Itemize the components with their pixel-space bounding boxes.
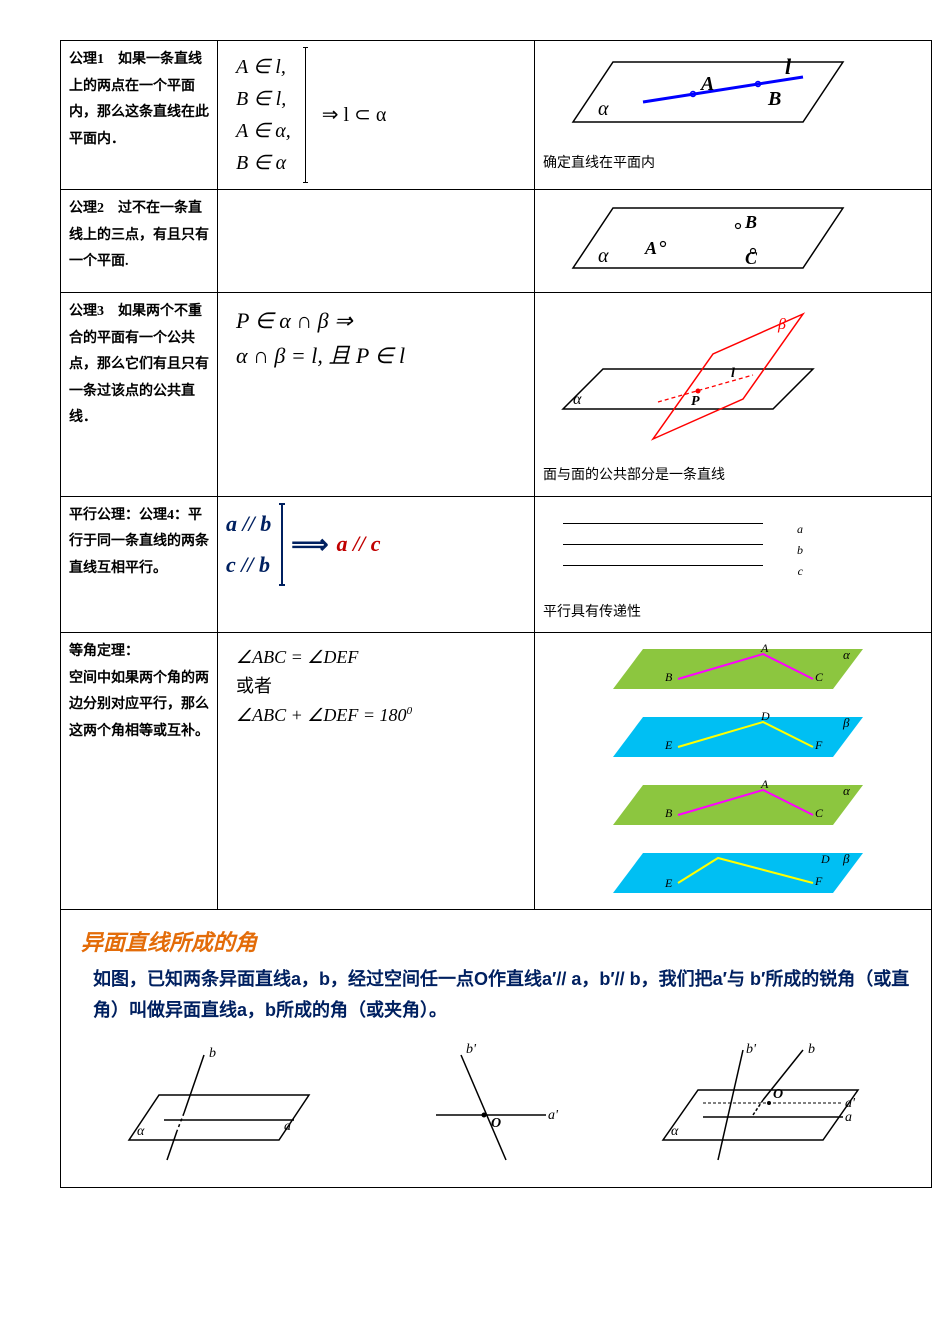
svg-text:B: B — [665, 670, 673, 684]
svg-text:α: α — [573, 391, 582, 408]
equal-angle-diagram: B A C α E D F β B A — [535, 633, 932, 910]
axiom2-diagram: A B C α — [535, 190, 932, 293]
axiom1-diagram: A B l α 确定直线在平面内 — [535, 41, 932, 190]
svg-text:β: β — [777, 316, 786, 333]
math-item: B ∈ α — [236, 147, 291, 179]
equal-angle-title: 等角定理： 空间中如果两个角的两边分别对应平行，那么这两个角相等或互补。 — [61, 633, 218, 910]
axiom2-math — [218, 190, 535, 293]
svg-text:D: D — [820, 852, 830, 866]
svg-text:F: F — [814, 874, 823, 888]
svg-text:A: A — [699, 73, 714, 95]
skew-body: 如图，已知两条异面直线a，b，经过空间任一点O作直线a′// a，b′// b，… — [93, 964, 911, 1025]
math-l1: P ∈ α ∩ β ⇒ — [236, 303, 526, 338]
svg-text:A: A — [760, 777, 769, 791]
svg-text:α: α — [671, 1124, 679, 1139]
axiom4-caption: 平行具有传递性 — [543, 600, 923, 627]
skew-diagrams: b a α b' a' O — [81, 1035, 911, 1175]
svg-text:P: P — [691, 394, 700, 409]
svg-text:C: C — [815, 806, 824, 820]
axiom1-title: 公理1 如果一条直线上的两点在一个平面内，那么这条直线在此平面内． — [61, 41, 218, 190]
math-cb: c // b — [226, 544, 271, 586]
svg-text:E: E — [664, 738, 673, 752]
svg-text:a: a — [845, 1110, 852, 1125]
svg-text:b: b — [209, 1046, 216, 1061]
svg-text:C: C — [745, 248, 758, 268]
skew-title: 异面直线所成的角 — [81, 922, 911, 964]
svg-text:A: A — [760, 641, 769, 655]
math-item: B ∈ l, — [236, 83, 291, 115]
axiom3-title: 公理3 如果两个不重合的平面有一个公共点，那么它们有且只有一条过该点的公共直线． — [61, 293, 218, 497]
eq-or: 或者 — [236, 672, 526, 701]
axiom4-title: 平行公理：公理4：平行于同一条直线的两条直线互相平行。 — [61, 496, 218, 633]
svg-text:α: α — [598, 245, 609, 267]
svg-text:b': b' — [466, 1042, 477, 1057]
svg-text:α: α — [843, 647, 851, 662]
svg-text:β: β — [842, 851, 850, 866]
svg-text:C: C — [815, 670, 824, 684]
axiom1-conclusion: ⇒ l ⊂ α — [312, 95, 387, 135]
equal-angle-math: ∠ABC = ∠DEF 或者 ∠ABC + ∠DEF = 1800 — [218, 633, 535, 910]
svg-text:O: O — [773, 1087, 783, 1102]
axiom4-math: a // b c // b ⟹ a // c — [218, 496, 535, 633]
svg-text:O: O — [491, 1116, 501, 1131]
math-l2: α ∩ β = l, 且 P ∈ l — [236, 338, 526, 373]
svg-text:B: B — [665, 806, 673, 820]
svg-text:l: l — [785, 54, 792, 79]
axiom1-math: A ∈ l, B ∈ l, A ∈ α, B ∈ α ⇒ l ⊂ α — [218, 41, 535, 190]
math-item: A ∈ α, — [236, 115, 291, 147]
eq-l1: ∠ABC = ∠DEF — [236, 643, 526, 672]
svg-text:B: B — [767, 88, 781, 110]
axiom1-caption: 确定直线在平面内 — [543, 151, 923, 178]
svg-text:b': b' — [746, 1042, 757, 1057]
svg-text:α: α — [843, 783, 851, 798]
axiom3-math: P ∈ α ∩ β ⇒ α ∩ β = l, 且 P ∈ l — [218, 293, 535, 497]
svg-text:α: α — [598, 98, 609, 120]
row-axiom2: 公理2 过不在一条直线上的三点，有且只有一个平面. A B C α — [61, 190, 932, 293]
axiom4-diagram: a b c 平行具有传递性 — [535, 496, 932, 633]
row-equal-angle: 等角定理： 空间中如果两个角的两边分别对应平行，那么这两个角相等或互补。 ∠AB… — [61, 633, 932, 910]
math-item: A ∈ l, — [236, 51, 291, 83]
axiom3-diagram: α β P l 面与面的公共部分是一条直线 — [535, 293, 932, 497]
math-ac: a // c — [337, 523, 381, 565]
row-skew-lines: 异面直线所成的角 如图，已知两条异面直线a，b，经过空间任一点O作直线a′// … — [61, 910, 932, 1188]
svg-text:a: a — [284, 1119, 291, 1134]
svg-text:E: E — [664, 876, 673, 890]
svg-text:B: B — [744, 212, 757, 232]
axiom-table: 公理1 如果一条直线上的两点在一个平面内，那么这条直线在此平面内． A ∈ l,… — [60, 40, 932, 1188]
axiom3-caption: 面与面的公共部分是一条直线 — [543, 463, 923, 490]
svg-text:b: b — [808, 1042, 815, 1057]
row-axiom3: 公理3 如果两个不重合的平面有一个公共点，那么它们有且只有一条过该点的公共直线．… — [61, 293, 932, 497]
svg-text:l: l — [731, 366, 735, 381]
svg-text:A: A — [644, 238, 657, 258]
svg-text:a': a' — [845, 1096, 856, 1111]
axiom2-title: 公理2 过不在一条直线上的三点，有且只有一个平面. — [61, 190, 218, 293]
svg-text:D: D — [760, 709, 770, 723]
svg-text:α: α — [137, 1124, 145, 1139]
svg-text:a': a' — [548, 1108, 559, 1123]
svg-text:F: F — [814, 738, 823, 752]
row-axiom4: 平行公理：公理4：平行于同一条直线的两条直线互相平行。 a // b c // … — [61, 496, 932, 633]
row-axiom1: 公理1 如果一条直线上的两点在一个平面内，那么这条直线在此平面内． A ∈ l,… — [61, 41, 932, 190]
math-ab: a // b — [226, 503, 271, 545]
svg-text:β: β — [842, 715, 850, 730]
